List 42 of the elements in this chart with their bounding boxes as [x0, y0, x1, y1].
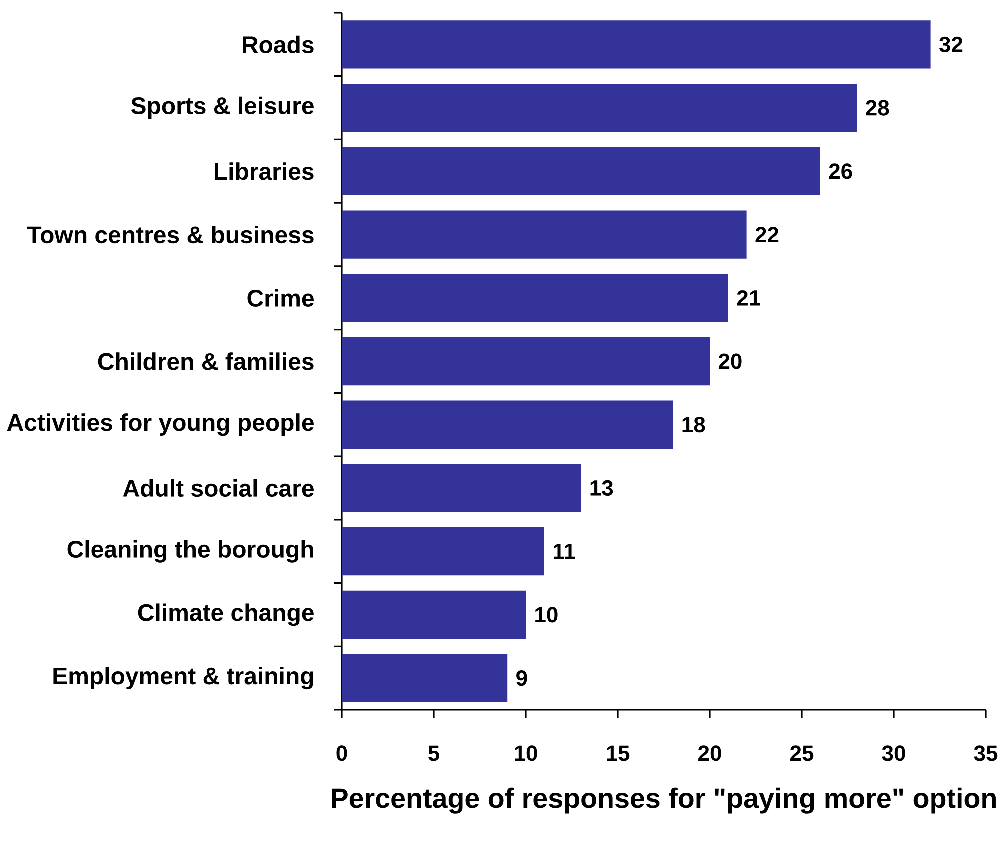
bar: [342, 590, 526, 640]
y-tick-label: Roads: [243, 36, 314, 54]
y-tick-label: Employment & training: [54, 667, 314, 690]
data-label: 28: [866, 100, 890, 116]
x-tick-label: 0: [336, 746, 348, 762]
bar: [342, 528, 544, 576]
data-label: 32: [940, 36, 963, 52]
y-tick-label: Sports & leisure: [131, 96, 314, 120]
y-tick-label: Cleaning the borough: [68, 540, 314, 563]
data-label: 21: [737, 290, 760, 306]
y-tick-label: Crime: [248, 289, 314, 307]
bar: [342, 147, 820, 196]
x-tick-label: 10: [515, 746, 538, 762]
data-label: 11: [554, 544, 576, 560]
data-label: 18: [682, 417, 706, 433]
bar: [342, 464, 582, 512]
y-tick-label: Children & families: [98, 352, 314, 370]
y-tick-label: Activities for young people: [7, 414, 314, 436]
data-label: 10: [536, 607, 558, 623]
y-tick-label: Adult social care: [123, 479, 314, 498]
y-tick-label: Town centres & business: [27, 226, 314, 244]
data-label: 13: [590, 480, 614, 496]
y-tick-label: Climate change: [138, 604, 314, 626]
bar: [342, 210, 747, 259]
x-tick-label: 25: [790, 746, 814, 762]
data-label: 22: [756, 227, 779, 242]
x-tick-label: 5: [428, 746, 440, 762]
x-tick-label: 15: [607, 746, 630, 762]
data-label: 26: [829, 164, 852, 180]
data-label: 9: [516, 670, 528, 686]
bar: [342, 84, 858, 132]
x-tick-label: 20: [698, 746, 722, 762]
bar: [342, 274, 728, 322]
x-axis-title: Percentage of responses for "paying more" option: [332, 788, 996, 814]
y-tick-label: Libraries: [215, 162, 314, 180]
bar: [342, 654, 508, 702]
x-tick-label: 35: [974, 746, 998, 762]
bar: [342, 400, 674, 449]
x-tick-label: 30: [882, 746, 906, 762]
bar: [342, 337, 710, 386]
bar: [342, 20, 931, 69]
data-label: 20: [718, 354, 742, 370]
